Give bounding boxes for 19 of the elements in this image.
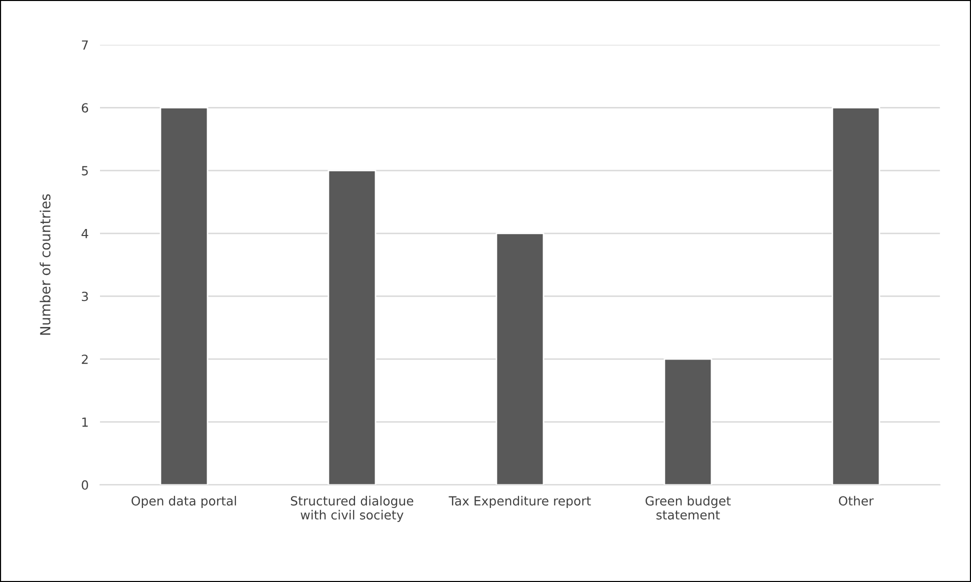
y-tick-label: 1: [82, 418, 88, 427]
x-tick-label: Tax Expenditure report: [448, 496, 591, 508]
x-tick-label: Green budget statement: [646, 496, 731, 520]
y-tick-label: 6: [82, 103, 88, 113]
x-tick-label: Open data portal: [132, 496, 236, 508]
bar: [664, 358, 712, 485]
x-tick-label: Other: [838, 496, 874, 506]
bar: [160, 106, 208, 485]
y-tick-label: 0: [82, 480, 88, 490]
y-tick-label: 2: [82, 354, 88, 364]
y-tick-label: 3: [82, 292, 88, 302]
bar: [832, 106, 880, 485]
y-tick-label: 7: [82, 40, 88, 50]
x-tick-label: Structured dialogue with civil society: [290, 496, 414, 522]
y-tick-label: 5: [82, 166, 88, 176]
bar: [496, 232, 544, 485]
y-tick-label: 4: [82, 229, 88, 238]
y-axis-title: Number of countries: [40, 194, 50, 335]
bar: [328, 170, 376, 485]
